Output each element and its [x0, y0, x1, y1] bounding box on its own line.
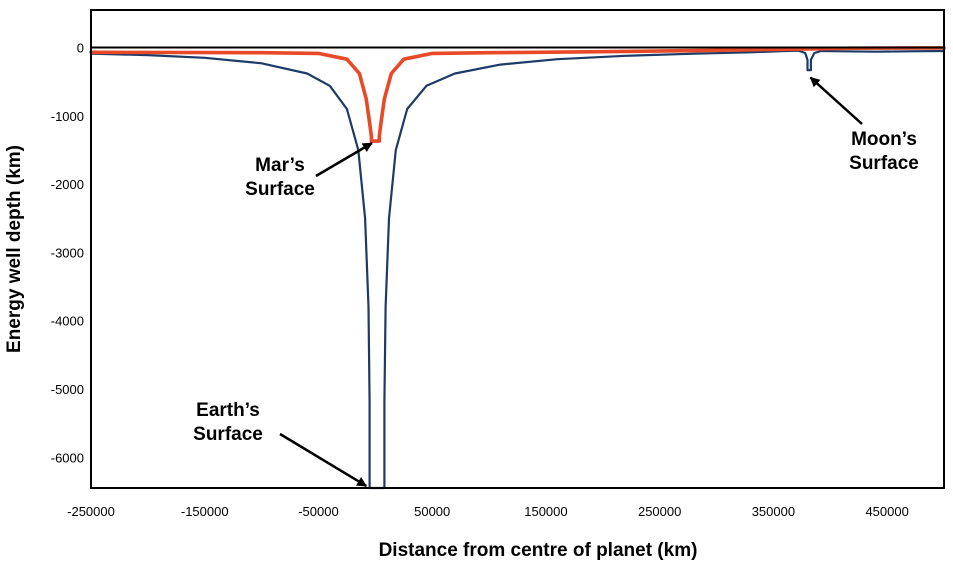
annotation-arrow: [809, 76, 863, 125]
y-axis-title: Energy well depth (km): [4, 145, 25, 353]
annotation-arrow: [315, 142, 373, 178]
annotation: Moon’s Surface: [809, 76, 919, 174]
series-line-1: [89, 49, 946, 490]
annotation: Earth’s Surface: [193, 400, 368, 488]
x-axis-title: Distance from centre of planet (km): [379, 540, 698, 561]
annotation-label: Earth’s Surface: [193, 400, 263, 445]
x-tick-label: 150000: [524, 504, 567, 519]
x-tick-label: 450000: [865, 504, 908, 519]
y-tick-label: -4000: [51, 314, 84, 329]
x-tick-label: 350000: [752, 504, 795, 519]
y-tick-label: -6000: [51, 450, 84, 465]
x-tick-label: -250000: [67, 504, 115, 519]
y-tick-label: -1000: [51, 109, 84, 124]
x-tick-label: -150000: [181, 504, 229, 519]
x-tick-label: -50000: [298, 504, 338, 519]
annotation-arrow: [279, 432, 368, 488]
x-tick-label: 50000: [414, 504, 450, 519]
y-tick-label: -2000: [51, 177, 84, 192]
y-tick-label: 0: [77, 41, 84, 56]
annotation-label: Moon’s Surface: [849, 129, 919, 174]
plot-frame: [90, 9, 945, 489]
annotation-label: Mar’s Surface: [245, 155, 315, 200]
series-line-2: [89, 46, 946, 143]
y-tick-label: -3000: [51, 245, 84, 260]
y-tick-label: -5000: [51, 382, 84, 397]
x-tick-label: 250000: [638, 504, 681, 519]
annotation: Mar’s Surface: [245, 142, 373, 200]
